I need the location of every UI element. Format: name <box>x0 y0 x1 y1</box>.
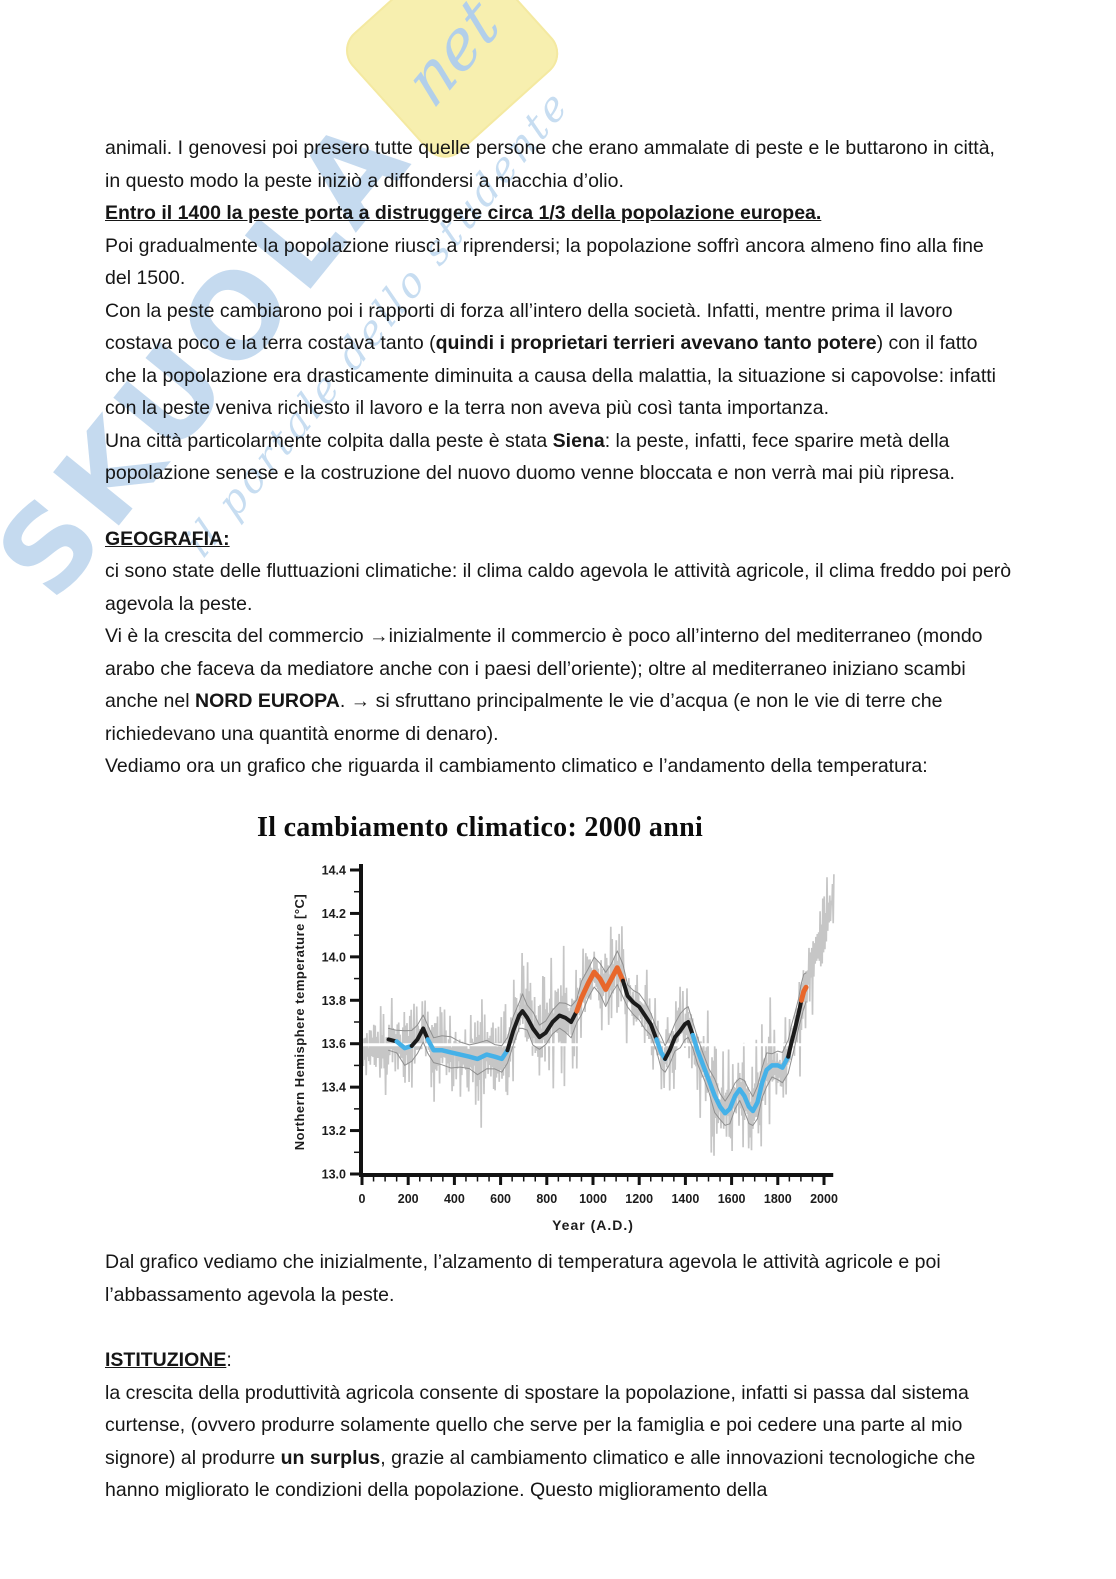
document-content: animali. I genovesi poi presero tutte qu… <box>105 137 1012 1502</box>
svg-text:800: 800 <box>536 1192 557 1206</box>
spacer <box>105 490 1012 523</box>
svg-text:1600: 1600 <box>718 1192 746 1206</box>
section-heading-geografia: GEOGRAFIA: <box>105 527 230 550</box>
svg-text:13.4: 13.4 <box>322 1081 346 1095</box>
spacer <box>105 1311 1012 1344</box>
svg-text:400: 400 <box>444 1192 465 1206</box>
svg-text:200: 200 <box>398 1192 419 1206</box>
svg-text:0: 0 <box>359 1192 366 1206</box>
svg-text:1200: 1200 <box>625 1192 653 1206</box>
svg-text:13.6: 13.6 <box>322 1037 346 1051</box>
svg-text:600: 600 <box>490 1192 511 1206</box>
paragraph-poi-gradualmente: Poi gradualmente la popolazione riuscì a… <box>105 234 984 290</box>
key-statement-entro-1400: Entro il 1400 la peste porta a distrugge… <box>105 202 822 224</box>
svg-text:13.2: 13.2 <box>322 1124 346 1138</box>
svg-text:2000: 2000 <box>810 1192 838 1206</box>
paragraph-fluttuazioni-climatiche: ci sono state delle fluttuazioni climati… <box>105 560 1012 615</box>
paragraph-vediamo-grafico: Vediamo ora un grafico che riguarda il c… <box>105 755 928 777</box>
paragraph-crescita-produttivita: la crescita della produttività agricola … <box>105 1381 976 1502</box>
svg-text:14.4: 14.4 <box>322 864 346 878</box>
svg-text:1000: 1000 <box>579 1192 607 1206</box>
svg-text:Year (A.D.): Year (A.D.) <box>552 1217 634 1233</box>
paragraph-animali: animali. I genovesi poi presero tutte qu… <box>105 137 995 192</box>
paragraph-crescita-commercio: Vi è la crescita del commercio →inizialm… <box>105 625 983 745</box>
paragraph-siena: Una città particolarmente colpita dalla … <box>105 429 955 485</box>
section-heading-istituzione: ISTITUZIONE: <box>105 1349 232 1372</box>
svg-text:13.8: 13.8 <box>322 994 346 1008</box>
svg-text:1800: 1800 <box>764 1192 792 1206</box>
chart-title: Il cambiamento climatico: 2000 anni <box>257 811 704 843</box>
paragraph-dal-grafico: Dal grafico vediamo che inizialmente, l’… <box>105 1251 941 1306</box>
svg-text:Northern Hemisphere temperatur: Northern Hemisphere temperature [°C] <box>292 894 307 1151</box>
svg-text:13.0: 13.0 <box>322 1168 346 1182</box>
svg-text:14.2: 14.2 <box>322 907 346 921</box>
climate-chart: 13.0 13.2 13.4 13.6 13.8 14.0 14.2 14.4 0 200 400 6… <box>292 864 838 1234</box>
svg-text:14.0: 14.0 <box>322 950 346 964</box>
climate-chart-figure: 13.0 13.2 13.4 13.6 13.8 14.0 14.2 14.4 0 200 400 6… <box>290 852 870 1236</box>
svg-text:1400: 1400 <box>671 1192 699 1206</box>
paragraph-con-la-peste: Con la peste cambiarono poi i rapporti d… <box>105 299 997 420</box>
